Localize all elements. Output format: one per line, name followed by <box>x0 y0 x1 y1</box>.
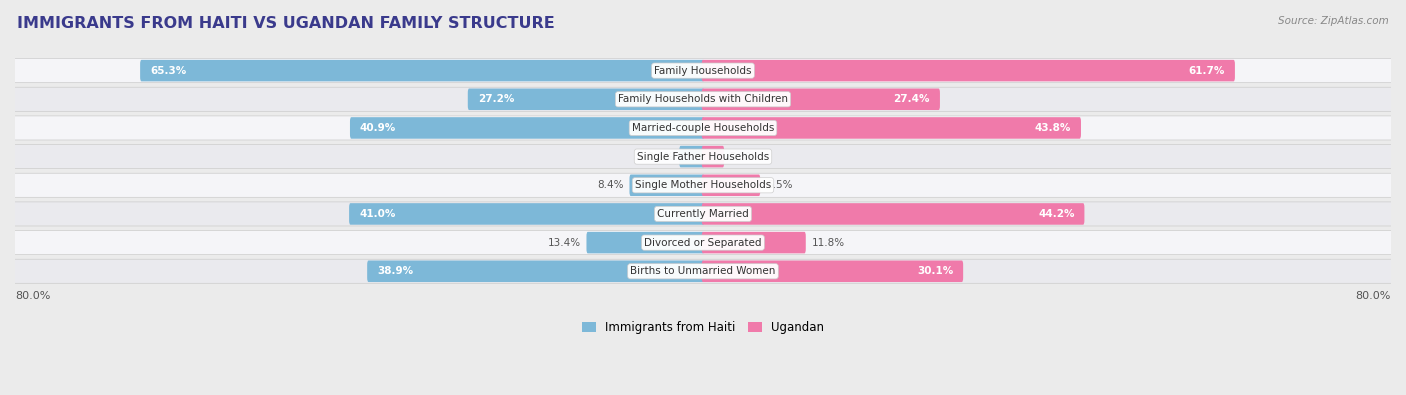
Text: Source: ZipAtlas.com: Source: ZipAtlas.com <box>1278 16 1389 26</box>
FancyBboxPatch shape <box>8 259 1398 283</box>
Text: Family Households: Family Households <box>654 66 752 75</box>
FancyBboxPatch shape <box>468 88 704 110</box>
FancyBboxPatch shape <box>702 117 1081 139</box>
Text: 80.0%: 80.0% <box>1355 292 1391 301</box>
Text: 11.8%: 11.8% <box>811 238 845 248</box>
FancyBboxPatch shape <box>141 60 704 81</box>
Text: Single Mother Households: Single Mother Households <box>636 180 770 190</box>
FancyBboxPatch shape <box>8 173 1398 198</box>
Text: Currently Married: Currently Married <box>657 209 749 219</box>
FancyBboxPatch shape <box>702 146 724 167</box>
Text: 44.2%: 44.2% <box>1038 209 1074 219</box>
FancyBboxPatch shape <box>702 88 941 110</box>
FancyBboxPatch shape <box>702 60 1234 81</box>
Legend: Immigrants from Haiti, Ugandan: Immigrants from Haiti, Ugandan <box>576 316 830 339</box>
FancyBboxPatch shape <box>8 231 1398 255</box>
Text: 40.9%: 40.9% <box>360 123 396 133</box>
Text: 8.4%: 8.4% <box>598 180 624 190</box>
Text: 13.4%: 13.4% <box>548 238 581 248</box>
Text: 2.6%: 2.6% <box>647 152 673 162</box>
Text: 43.8%: 43.8% <box>1035 123 1071 133</box>
Text: 41.0%: 41.0% <box>359 209 395 219</box>
FancyBboxPatch shape <box>367 261 704 282</box>
FancyBboxPatch shape <box>8 145 1398 169</box>
Text: IMMIGRANTS FROM HAITI VS UGANDAN FAMILY STRUCTURE: IMMIGRANTS FROM HAITI VS UGANDAN FAMILY … <box>17 16 554 31</box>
Text: 80.0%: 80.0% <box>15 292 51 301</box>
Text: 27.4%: 27.4% <box>894 94 929 104</box>
Text: 30.1%: 30.1% <box>917 266 953 276</box>
FancyBboxPatch shape <box>586 232 704 253</box>
FancyBboxPatch shape <box>8 202 1398 226</box>
Text: 2.3%: 2.3% <box>730 152 756 162</box>
FancyBboxPatch shape <box>702 232 806 253</box>
Text: 38.9%: 38.9% <box>377 266 413 276</box>
Text: Married-couple Households: Married-couple Households <box>631 123 775 133</box>
FancyBboxPatch shape <box>702 203 1084 225</box>
Text: Single Father Households: Single Father Households <box>637 152 769 162</box>
Text: 6.5%: 6.5% <box>766 180 792 190</box>
FancyBboxPatch shape <box>8 58 1398 83</box>
FancyBboxPatch shape <box>8 87 1398 111</box>
Text: Divorced or Separated: Divorced or Separated <box>644 238 762 248</box>
FancyBboxPatch shape <box>350 117 704 139</box>
Text: 61.7%: 61.7% <box>1188 66 1225 75</box>
FancyBboxPatch shape <box>8 116 1398 140</box>
FancyBboxPatch shape <box>702 261 963 282</box>
Text: 27.2%: 27.2% <box>478 94 515 104</box>
FancyBboxPatch shape <box>349 203 704 225</box>
Text: 65.3%: 65.3% <box>150 66 186 75</box>
FancyBboxPatch shape <box>630 175 704 196</box>
FancyBboxPatch shape <box>679 146 704 167</box>
FancyBboxPatch shape <box>702 175 761 196</box>
Text: Family Households with Children: Family Households with Children <box>619 94 787 104</box>
Text: Births to Unmarried Women: Births to Unmarried Women <box>630 266 776 276</box>
